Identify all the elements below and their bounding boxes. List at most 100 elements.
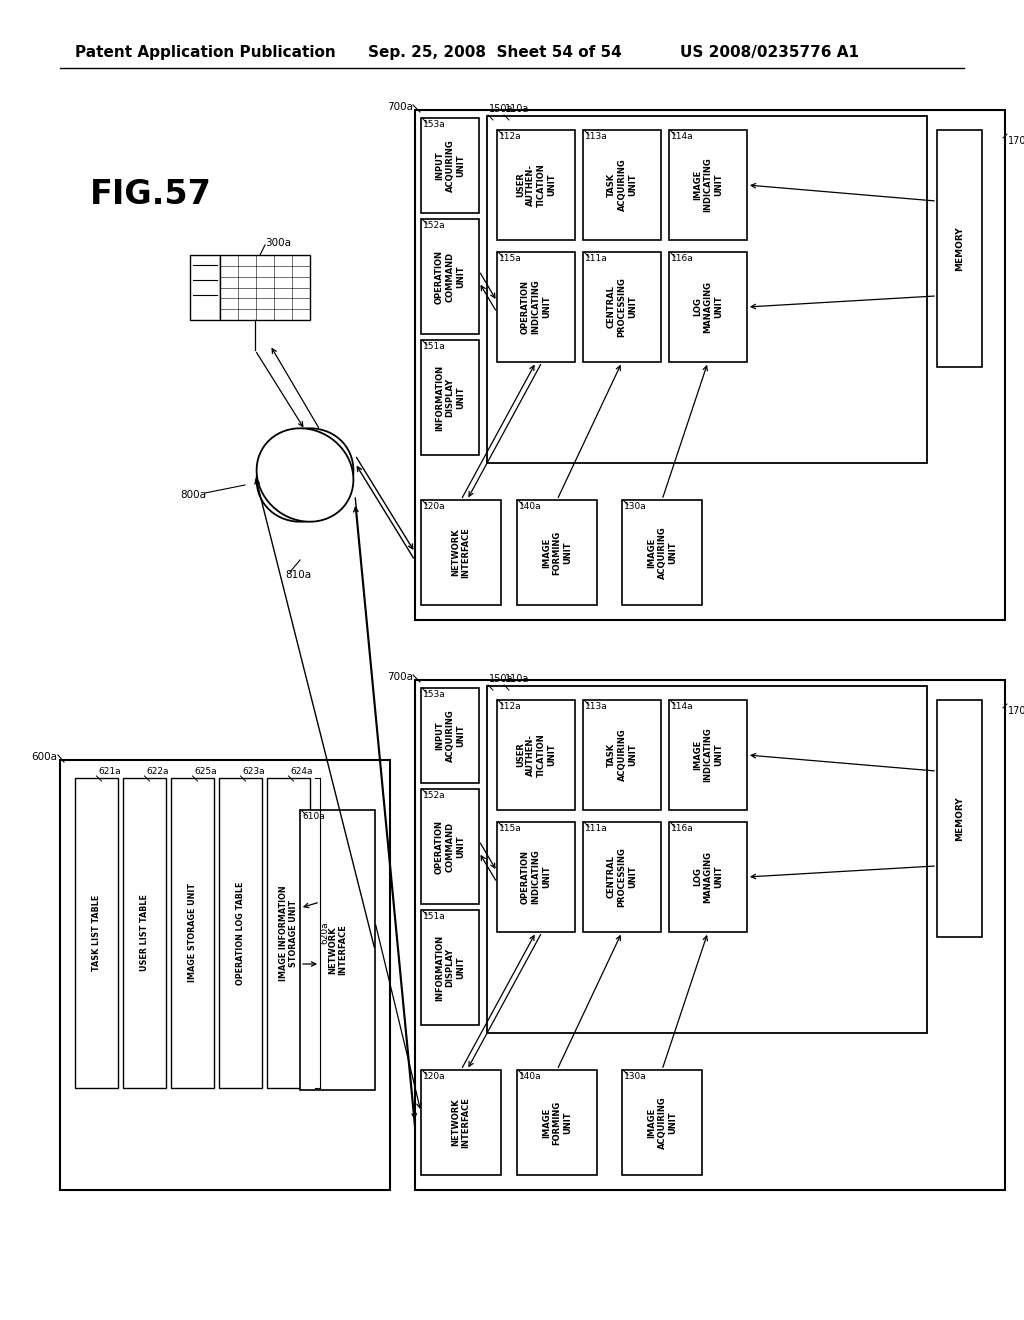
Text: 130a: 130a [624,1072,647,1081]
Text: 112a: 112a [499,702,521,711]
Text: 114a: 114a [671,132,693,141]
Text: 116a: 116a [671,253,693,263]
Text: MEMORY: MEMORY [955,226,964,271]
Bar [622,1071,702,1175]
Text: 623a: 623a [243,767,265,776]
Text: IMAGE
INDICATING
UNIT: IMAGE INDICATING UNIT [693,157,723,213]
Bar [497,252,575,362]
Bar [421,1071,501,1175]
Text: 170a: 170a [1008,136,1024,147]
Text: 130a: 130a [624,502,647,511]
Text: OPERATION
INDICATING
UNIT: OPERATION INDICATING UNIT [521,280,551,334]
Bar [421,500,501,605]
Bar [937,700,982,937]
Bar [669,129,746,240]
Bar [583,822,662,932]
Text: 800a: 800a [180,490,206,500]
Text: 113a: 113a [585,132,608,141]
Text: 700a: 700a [387,672,413,682]
Text: Sep. 25, 2008  Sheet 54 of 54: Sep. 25, 2008 Sheet 54 of 54 [368,45,622,59]
Text: 622a: 622a [146,767,169,776]
Text: OPERATION
INDICATING
UNIT: OPERATION INDICATING UNIT [521,850,551,904]
Text: NETWORK
INTERFACE: NETWORK INTERFACE [452,1097,471,1148]
Polygon shape [315,1005,343,1060]
Bar [300,810,375,1090]
Text: LOG
MANAGING
UNIT: LOG MANAGING UNIT [693,851,723,903]
Text: INPUT
ACQUIRING
UNIT: INPUT ACQUIRING UNIT [435,139,465,191]
Text: USER
AUTHEN-
TICATION
UNIT: USER AUTHEN- TICATION UNIT [516,733,556,777]
Ellipse shape [257,428,353,521]
Text: 624a: 624a [291,767,313,776]
Bar [669,700,746,810]
Bar [267,777,310,1088]
Bar [583,129,662,240]
Text: OPERATION
COMMAND
UNIT: OPERATION COMMAND UNIT [435,820,465,874]
Bar [421,117,479,213]
Bar [517,1071,597,1175]
Text: 152a: 152a [423,220,445,230]
Text: 153a: 153a [423,120,445,129]
Text: MEMORY: MEMORY [955,796,964,841]
Text: TASK
ACQUIRING
UNIT: TASK ACQUIRING UNIT [607,729,637,781]
Bar [421,789,479,904]
Text: NETWORK
INTERFACE: NETWORK INTERFACE [452,527,471,578]
Text: 810a: 810a [285,570,311,579]
Text: INFORMATION
DISPLAY
UNIT: INFORMATION DISPLAY UNIT [435,364,465,430]
Text: CENTRAL
PROCESSING
UNIT: CENTRAL PROCESSING UNIT [607,277,637,337]
Text: 620a: 620a [319,921,329,944]
Bar [60,760,390,1191]
Text: INPUT
ACQUIRING
UNIT: INPUT ACQUIRING UNIT [435,709,465,762]
Text: 120a: 120a [423,502,445,511]
Text: 110a: 110a [505,675,529,684]
Text: 140a: 140a [519,1072,542,1081]
Text: 151a: 151a [423,342,445,351]
Text: OPERATION
COMMAND
UNIT: OPERATION COMMAND UNIT [435,249,465,304]
Text: 610a: 610a [302,812,325,821]
Text: 120a: 120a [423,1072,445,1081]
Bar [220,255,310,319]
Bar [517,500,597,605]
Bar [415,680,1005,1191]
Text: 600a: 600a [31,752,57,762]
Text: 700a: 700a [387,102,413,112]
Bar [487,686,927,1034]
Text: IMAGE
ACQUIRING
UNIT: IMAGE ACQUIRING UNIT [647,527,677,579]
Text: 115a: 115a [499,824,522,833]
Bar [497,700,575,810]
Text: FIG.57: FIG.57 [90,178,212,211]
Bar [415,110,1005,620]
Text: USER LIST TABLE: USER LIST TABLE [140,895,150,972]
Bar [487,116,927,463]
Text: 116a: 116a [671,824,693,833]
Text: IMAGE
FORMING
UNIT: IMAGE FORMING UNIT [542,531,571,574]
Text: 111a: 111a [585,253,608,263]
Text: 300a: 300a [265,238,291,248]
Bar [190,255,220,319]
Bar [497,129,575,240]
Bar [219,777,262,1088]
Text: USER
AUTHEN-
TICATION
UNIT: USER AUTHEN- TICATION UNIT [516,164,556,207]
Ellipse shape [257,428,353,521]
Bar [669,822,746,932]
Bar [583,252,662,362]
Bar [421,219,479,334]
Bar [171,777,214,1088]
Bar [421,688,479,783]
Text: 625a: 625a [195,767,217,776]
Bar [937,129,982,367]
Text: US 2008/0235776 A1: US 2008/0235776 A1 [680,45,859,59]
Text: 152a: 152a [423,791,445,800]
Text: 140a: 140a [519,502,542,511]
Text: IMAGE STORAGE UNIT: IMAGE STORAGE UNIT [188,883,197,982]
Bar [421,341,479,455]
Bar [75,777,118,1088]
Text: 115a: 115a [499,253,522,263]
Bar [123,777,166,1088]
Text: 153a: 153a [423,690,445,700]
Text: IMAGE
ACQUIRING
UNIT: IMAGE ACQUIRING UNIT [647,1096,677,1148]
Text: 112a: 112a [499,132,521,141]
Text: CENTRAL
PROCESSING
UNIT: CENTRAL PROCESSING UNIT [607,847,637,907]
Text: 113a: 113a [585,702,608,711]
Text: 111a: 111a [585,824,608,833]
Text: 151a: 151a [423,912,445,921]
